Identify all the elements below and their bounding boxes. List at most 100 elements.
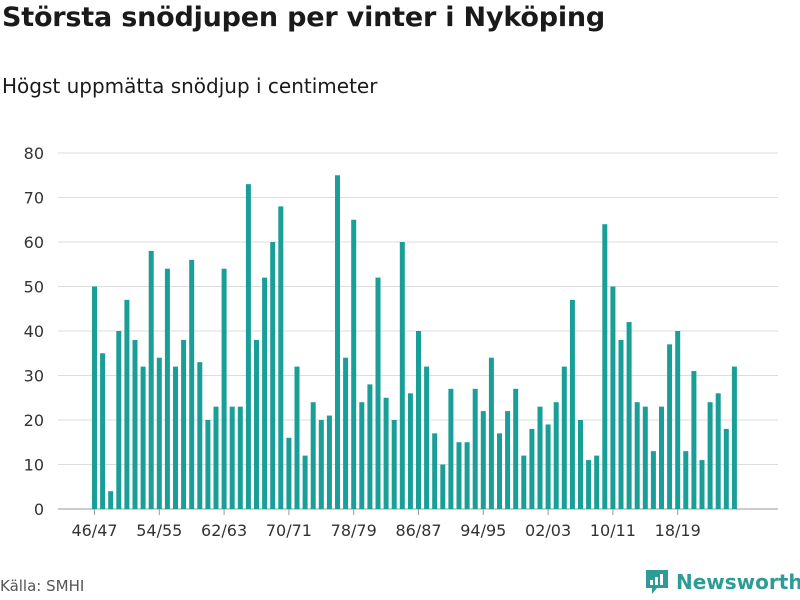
y-tick-label: 0: [34, 500, 44, 519]
bar-48/49: [108, 491, 114, 509]
newsworthy-logo-icon: [646, 570, 668, 594]
bar-24/25: [723, 428, 729, 509]
bar-01/02: [537, 406, 543, 509]
source-note: Källa: SMHI: [0, 577, 85, 595]
bar-70/71: [286, 437, 292, 509]
bar-66/67: [254, 339, 259, 509]
bar-75/76: [326, 415, 332, 509]
bar-59/60: [197, 362, 203, 509]
bar-68/69: [270, 242, 276, 509]
bar-46/47: [92, 286, 97, 509]
y-tick-label: 40: [24, 322, 44, 341]
bar-20/21: [691, 371, 697, 509]
bar-88/89: [432, 433, 438, 509]
x-tick-label: 86/87: [395, 521, 441, 540]
bar-74/75: [318, 420, 324, 509]
bar-77/78: [343, 357, 349, 509]
bar-71/72: [294, 366, 300, 509]
bar-13/14: [634, 402, 640, 509]
bar-58/59: [189, 259, 195, 509]
y-tick-label: 10: [24, 456, 44, 475]
x-tick-label: 78/79: [331, 521, 377, 540]
bar-95/96: [488, 357, 494, 509]
bar-54/55: [156, 357, 162, 509]
y-tick-label: 50: [24, 278, 44, 297]
bar-94/95: [480, 411, 486, 509]
brand-name: Newsworthy: [676, 570, 800, 594]
bar-78/79: [351, 219, 357, 509]
bar-09/10: [602, 224, 608, 509]
bar-21/22: [699, 460, 705, 509]
bar-56/57: [173, 366, 178, 509]
y-tick-label: 80: [24, 144, 44, 163]
bar-51/52: [132, 339, 138, 509]
bar-62/63: [221, 268, 227, 509]
bar-02/03: [545, 424, 551, 509]
bar-89/90: [440, 464, 446, 509]
brand-logo: Newsworthy: [644, 568, 800, 596]
x-tick-label: 70/71: [266, 521, 312, 540]
chart-title: Största snödjupen per vinter i Nyköping: [2, 2, 606, 33]
bar-53/54: [148, 250, 154, 509]
bar-49/50: [116, 331, 122, 509]
bar-18/19: [675, 331, 681, 509]
bar-60/61: [205, 420, 211, 509]
bar-69/70: [278, 206, 284, 509]
bar-11/12: [618, 339, 624, 509]
bar-17/18: [667, 344, 673, 509]
chart-subtitle: Högst uppmätta snödjup i centimeter: [2, 74, 378, 98]
x-tick-label: 54/55: [136, 521, 182, 540]
bar-84/85: [399, 242, 405, 509]
bar-86/87: [416, 331, 421, 509]
bar-12/13: [626, 322, 632, 509]
x-tick-label: 94/95: [460, 521, 506, 540]
y-tick-label: 20: [24, 411, 44, 430]
bar-03/04: [553, 402, 559, 509]
bar-07/08: [586, 460, 592, 509]
bar-23/24: [715, 393, 721, 509]
bar-87/88: [424, 366, 430, 509]
bar-06/07: [578, 420, 583, 509]
bar-22/23: [707, 402, 713, 509]
bar-81/82: [375, 277, 381, 509]
bar-82/83: [383, 397, 389, 509]
x-tick-label: 62/63: [201, 521, 247, 540]
bar-80/81: [367, 384, 373, 509]
y-tick-label: 70: [24, 189, 44, 208]
bar-19/20: [683, 451, 689, 509]
bar-61/62: [213, 406, 219, 509]
bar-52/53: [140, 366, 146, 509]
bar-76/77: [335, 175, 340, 509]
bar-08/09: [594, 455, 600, 509]
bar-64/65: [237, 406, 243, 509]
bar-67/68: [262, 277, 268, 509]
bar-55/56: [164, 268, 170, 509]
bar-16/17: [659, 406, 664, 509]
y-tick-label: 30: [24, 367, 44, 386]
x-axis-ticks: 46/47 54/55 62/63 70/71 78/79 86/87 94/95 02/03…: [71, 509, 701, 540]
bar-00/01: [529, 428, 535, 509]
x-tick-label: 46/47: [71, 521, 117, 540]
bar-50/51: [124, 299, 130, 509]
bar-15/16: [650, 451, 656, 509]
bars: [92, 175, 737, 509]
bar-47/48: [100, 353, 106, 509]
y-tick-label: 60: [24, 233, 44, 252]
bar-79/80: [359, 402, 365, 509]
x-tick-label: 10/11: [590, 521, 636, 540]
bar-92/93: [464, 442, 470, 509]
bar-14/15: [642, 406, 648, 509]
bar-83/84: [391, 420, 397, 509]
bar-04/05: [561, 366, 567, 509]
bar-98/99: [513, 388, 519, 509]
bar-73/74: [310, 402, 316, 509]
bar-90/91: [448, 388, 454, 509]
bar-63/64: [229, 406, 235, 509]
y-axis-ticks: 0 10 20 30 40 50 60 70 80: [24, 144, 44, 519]
bar-10/11: [610, 286, 616, 509]
bar-93/94: [472, 388, 478, 509]
bar-97/98: [505, 411, 511, 509]
bar-96/97: [497, 433, 502, 509]
bar-65/66: [245, 184, 251, 509]
